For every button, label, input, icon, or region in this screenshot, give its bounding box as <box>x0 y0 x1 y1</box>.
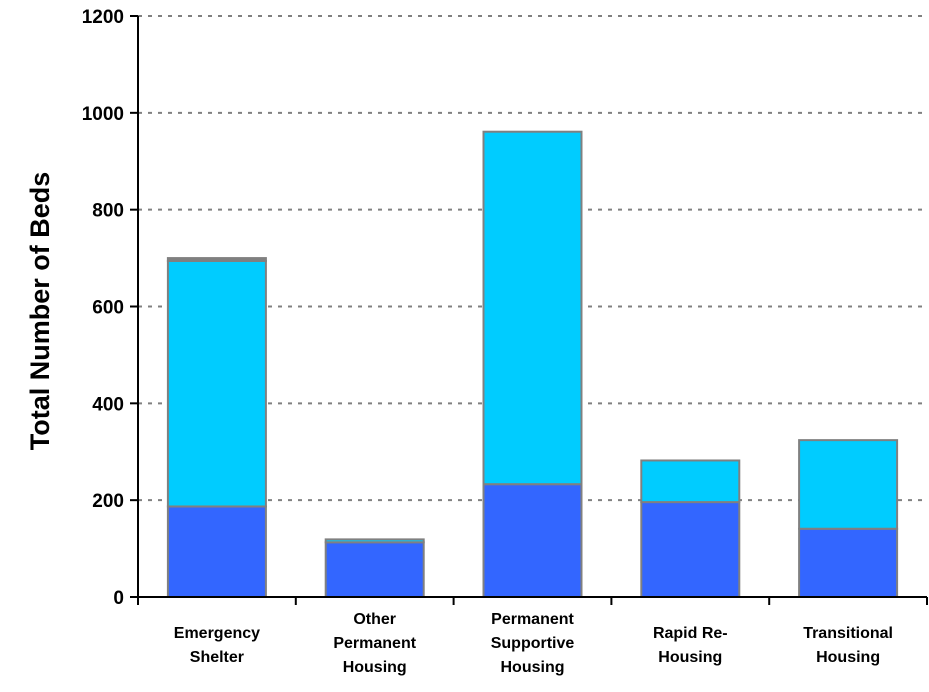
y-tick-label: 1200 <box>82 7 124 28</box>
x-category-label-line: Housing <box>816 649 880 666</box>
bar-segment <box>324 538 425 544</box>
bar-segment <box>166 259 267 508</box>
y-tick-label: 600 <box>92 298 124 319</box>
x-category-label: Other Permanent Housing <box>333 611 416 676</box>
y-tick-label: 400 <box>92 394 124 415</box>
bar-segment <box>482 483 583 599</box>
x-category-label-line: Housing <box>343 659 407 676</box>
x-category-label: Transitional Housing <box>803 625 893 666</box>
x-category-label-line: Permanent <box>491 611 574 628</box>
x-category-label: Permanent Supportive Housing <box>491 611 575 676</box>
y-tick-labels: 0 200 400 600 800 1000 1200 <box>82 7 124 609</box>
x-category-label-line: Housing <box>658 649 722 666</box>
axes <box>130 15 928 605</box>
bar-segment <box>482 130 583 486</box>
bar-segment <box>798 439 899 530</box>
bar-segment <box>324 541 425 599</box>
bars <box>166 130 899 599</box>
bar-segment <box>640 459 741 504</box>
x-category-label-line: Housing <box>501 659 565 676</box>
x-category-label-line: Rapid Re- <box>653 625 728 642</box>
y-tick-label: 0 <box>113 588 124 609</box>
bar-segment <box>166 257 267 262</box>
x-category-label: Emergency Shelter <box>174 625 260 666</box>
x-category-label-line: Permanent <box>333 635 416 652</box>
bar-segment <box>166 505 267 599</box>
x-category-label-line: Emergency <box>174 625 260 642</box>
x-category-label-line: Shelter <box>190 649 244 666</box>
bar-segment <box>640 501 741 598</box>
y-tick-label: 800 <box>92 201 124 222</box>
y-tick-label: 200 <box>92 491 124 512</box>
y-tick-label: 1000 <box>82 104 124 125</box>
x-category-label: Rapid Re- Housing <box>653 625 728 666</box>
x-category-label-line: Supportive <box>491 635 575 652</box>
gridlines <box>138 15 927 502</box>
bar-segment <box>798 527 899 598</box>
x-category-label-line: Other <box>353 611 396 628</box>
x-category-label-line: Transitional <box>803 625 893 642</box>
y-axis-title: Total Number of Beds <box>25 172 55 451</box>
